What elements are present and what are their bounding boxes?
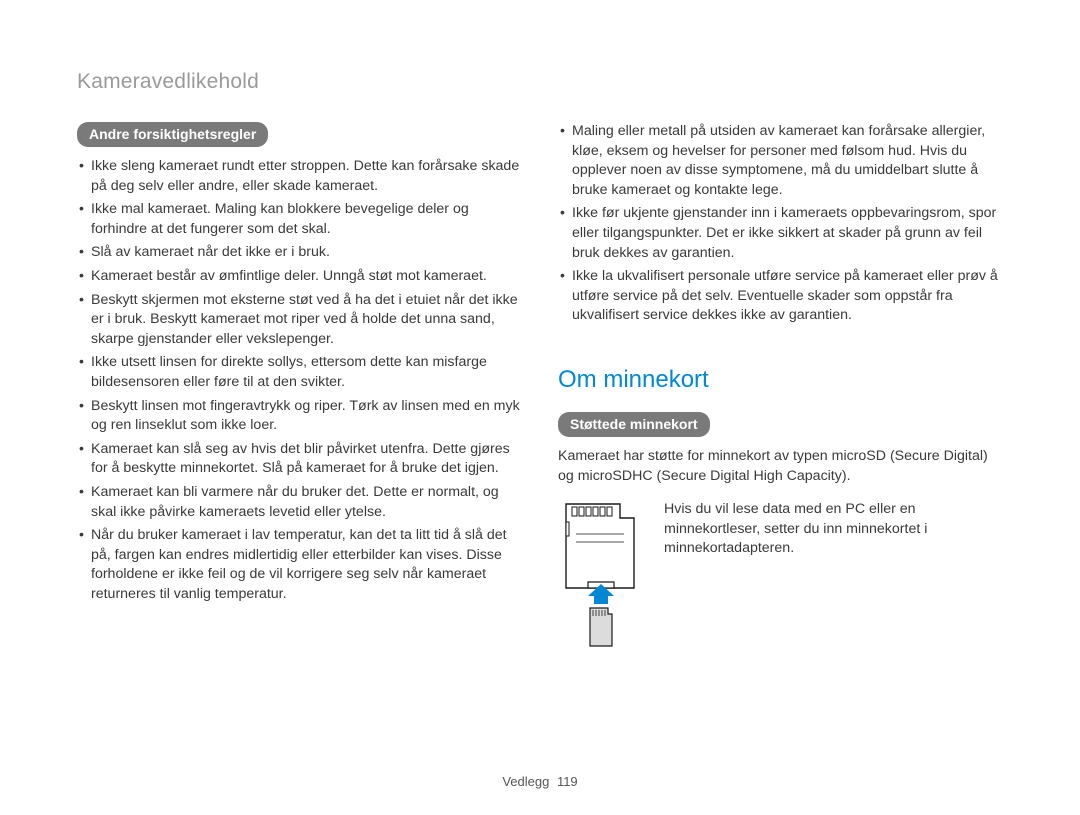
- list-item: Ikke mal kameraet. Maling kan blokkere b…: [77, 200, 522, 239]
- left-column: Andre forsiktighetsregler Ikke sleng kam…: [77, 122, 522, 650]
- supported-cards-paragraph: Kameraet har støtte for minnekort av typ…: [558, 447, 1003, 486]
- pill-supported-cards: Støttede minnekort: [558, 412, 710, 437]
- microsd-icon: [590, 608, 612, 646]
- footer-section: Vedlegg: [502, 774, 549, 789]
- list-item: Beskytt skjermen mot eksterne støt ved å…: [77, 291, 522, 350]
- page-number: 119: [557, 774, 578, 789]
- precautions-list: Ikke sleng kameraet rundt etter stroppen…: [77, 157, 522, 604]
- precautions-list-continued: Maling eller metall på utsiden av kamera…: [558, 122, 1003, 326]
- list-item: Ikke før ukjente gjenstander inn i kamer…: [558, 204, 1003, 263]
- list-item: Ikke utsett linsen for direkte sollys, e…: [77, 353, 522, 392]
- pill-precautions: Andre forsiktighetsregler: [77, 122, 268, 147]
- list-item: Maling eller metall på utsiden av kamera…: [558, 122, 1003, 200]
- page-title: Kameravedlikehold: [77, 70, 1003, 94]
- sd-card-illustration: [558, 500, 646, 650]
- sd-card-note-row: Hvis du vil lese data med en PC eller en…: [558, 500, 1003, 650]
- list-item: Ikke la ukvalifisert personale utføre se…: [558, 267, 1003, 326]
- section-title-memory: Om minnekort: [558, 366, 1003, 394]
- content-columns: Andre forsiktighetsregler Ikke sleng kam…: [77, 122, 1003, 650]
- list-item: Slå av kameraet når det ikke er i bruk.: [77, 243, 522, 263]
- list-item: Kameraet kan slå seg av hvis det blir på…: [77, 440, 522, 479]
- right-column: Maling eller metall på utsiden av kamera…: [558, 122, 1003, 650]
- adapter-note: Hvis du vil lese data med en PC eller en…: [664, 500, 1003, 559]
- list-item: Beskytt linsen mot fingeravtrykk og ripe…: [77, 397, 522, 436]
- list-item: Kameraet består av ømfintlige deler. Unn…: [77, 267, 522, 287]
- sd-adapter-icon: [558, 500, 646, 650]
- list-item: Kameraet kan bli varmere når du bruker d…: [77, 483, 522, 522]
- list-item: Når du bruker kameraet i lav temperatur,…: [77, 526, 522, 604]
- page-footer: Vedlegg 119: [0, 774, 1080, 789]
- list-item: Ikke sleng kameraet rundt etter stroppen…: [77, 157, 522, 196]
